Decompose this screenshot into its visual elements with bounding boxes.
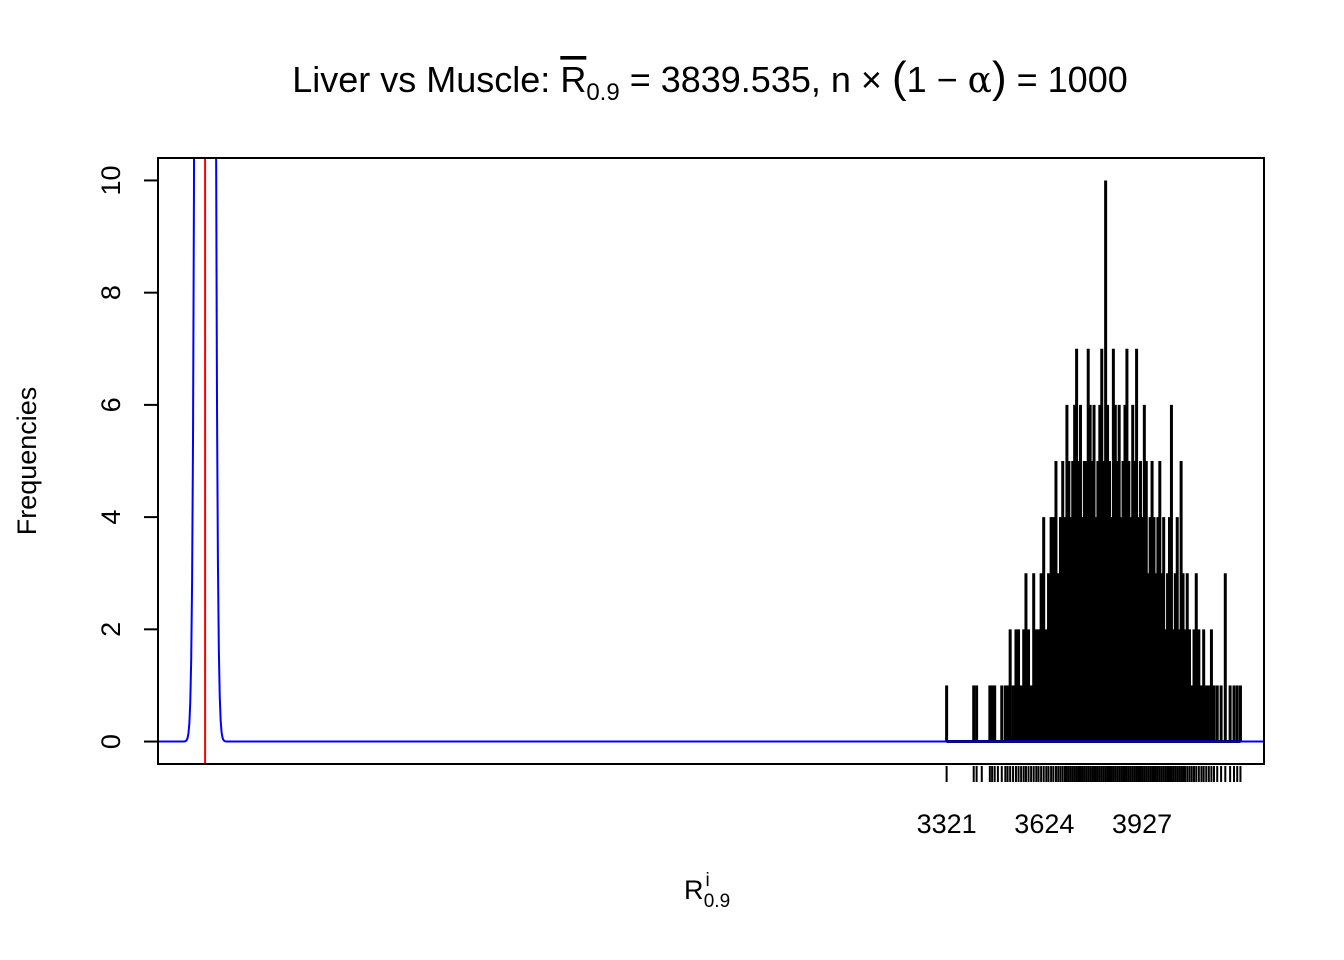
x-tick-label: 3624 bbox=[1014, 809, 1074, 839]
x-axis-label-symbol: R bbox=[684, 875, 704, 905]
density-curve bbox=[158, 158, 1264, 743]
y-axis: 0 2 4 6 8 10 bbox=[96, 165, 159, 749]
y-tick-label: 6 bbox=[96, 397, 126, 412]
title-equals-n: = 1000 bbox=[1007, 59, 1128, 100]
chart-title: Liver vs Muscle: R0.9 = 3839.535, n × (1… bbox=[292, 53, 1128, 106]
x-axis: 3321 3624 3927 bbox=[917, 809, 1173, 839]
title-symbol-sub: 0.9 bbox=[586, 79, 619, 106]
title-symbol: R bbox=[560, 59, 586, 100]
y-tick-label: 2 bbox=[96, 622, 126, 637]
x-rug bbox=[945, 766, 1242, 782]
y-tick-label: 8 bbox=[96, 285, 126, 300]
plot-area bbox=[158, 158, 1264, 764]
title-equals-value: = 3839.535, n bbox=[620, 59, 851, 100]
title-one-minus: 1 − bbox=[907, 59, 968, 100]
title-prefix: Liver vs Muscle: bbox=[292, 59, 560, 100]
x-tick-label: 3321 bbox=[917, 809, 977, 839]
y-tick-label: 0 bbox=[96, 734, 126, 749]
y-axis-label: Frequencies bbox=[12, 387, 42, 536]
title-times: × bbox=[851, 59, 892, 100]
x-axis-label-sub: 0.9 bbox=[704, 891, 730, 912]
y-tick-label: 10 bbox=[96, 165, 126, 195]
x-axis-label-sup: i bbox=[706, 870, 710, 891]
y-tick-label: 4 bbox=[96, 510, 126, 525]
title-close-paren: ) bbox=[992, 53, 1007, 102]
x-tick-label: 3927 bbox=[1112, 809, 1172, 839]
title-alpha: α bbox=[968, 60, 992, 101]
histogram-bars bbox=[945, 180, 1242, 744]
title-open-paren: ( bbox=[892, 53, 907, 102]
